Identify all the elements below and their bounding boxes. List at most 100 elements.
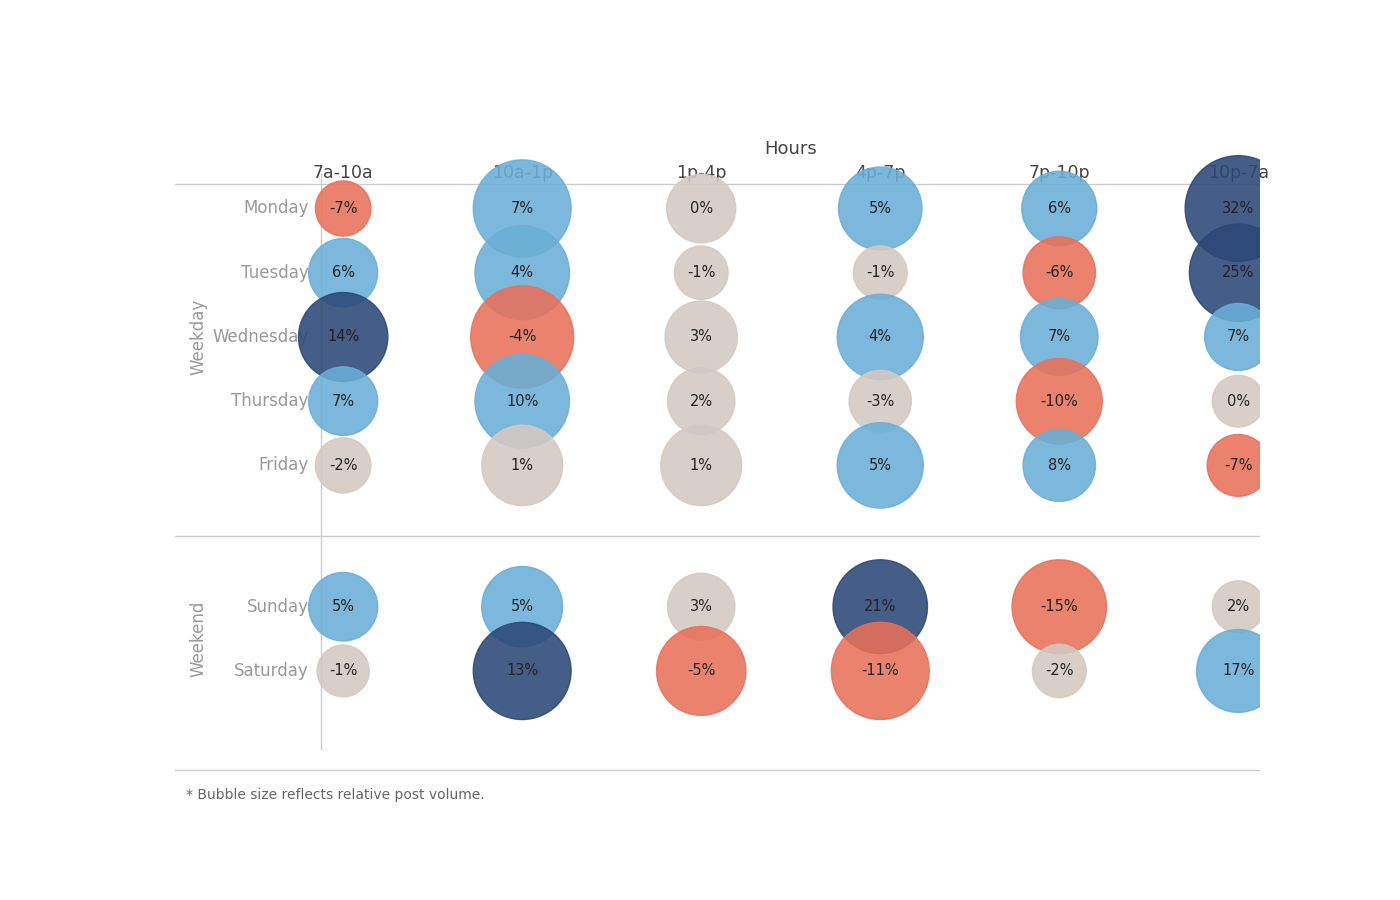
- Ellipse shape: [665, 301, 738, 373]
- Text: 14%: 14%: [328, 329, 360, 345]
- Ellipse shape: [315, 181, 371, 236]
- Text: -11%: -11%: [861, 663, 899, 679]
- Ellipse shape: [1023, 429, 1095, 501]
- Ellipse shape: [1197, 629, 1280, 713]
- Text: -15%: -15%: [1040, 599, 1078, 614]
- Text: 5%: 5%: [869, 201, 892, 216]
- Text: 0%: 0%: [1226, 393, 1250, 409]
- Text: -7%: -7%: [1224, 458, 1253, 473]
- Text: Saturday: Saturday: [234, 662, 308, 680]
- Text: -7%: -7%: [329, 201, 357, 216]
- Text: 2%: 2%: [690, 393, 713, 409]
- Ellipse shape: [1207, 435, 1270, 496]
- Text: -1%: -1%: [329, 663, 357, 679]
- Text: Weekend: Weekend: [190, 600, 207, 677]
- Text: 4%: 4%: [869, 329, 892, 345]
- Text: 7%: 7%: [511, 201, 533, 216]
- Text: Tuesday: Tuesday: [241, 264, 308, 282]
- Text: 1%: 1%: [511, 458, 533, 473]
- Text: 2%: 2%: [1226, 599, 1250, 614]
- Ellipse shape: [1032, 644, 1086, 698]
- Ellipse shape: [315, 437, 371, 493]
- Text: 0%: 0%: [690, 201, 713, 216]
- Text: Weekday: Weekday: [190, 299, 207, 375]
- Ellipse shape: [475, 355, 570, 448]
- Text: 3%: 3%: [690, 599, 713, 614]
- Text: 17%: 17%: [1222, 663, 1254, 679]
- Text: 3%: 3%: [690, 329, 713, 345]
- Ellipse shape: [470, 286, 574, 388]
- Ellipse shape: [1021, 299, 1098, 375]
- Text: 25%: 25%: [1222, 266, 1254, 280]
- Ellipse shape: [661, 425, 742, 506]
- Ellipse shape: [482, 566, 563, 647]
- Text: Friday: Friday: [258, 456, 308, 474]
- Ellipse shape: [839, 167, 923, 250]
- Text: 5%: 5%: [332, 599, 354, 614]
- Text: 1p-4p: 1p-4p: [676, 164, 727, 182]
- Text: -4%: -4%: [508, 329, 536, 345]
- Ellipse shape: [1212, 580, 1264, 633]
- Text: 10p-7a: 10p-7a: [1208, 164, 1268, 182]
- Text: -2%: -2%: [329, 458, 357, 473]
- Text: -1%: -1%: [867, 266, 895, 280]
- Text: 1%: 1%: [690, 458, 713, 473]
- Ellipse shape: [1186, 156, 1291, 261]
- Text: 5%: 5%: [869, 458, 892, 473]
- Ellipse shape: [298, 292, 388, 382]
- Ellipse shape: [837, 294, 923, 380]
- Ellipse shape: [668, 368, 735, 435]
- Text: -3%: -3%: [867, 393, 895, 409]
- Ellipse shape: [308, 238, 378, 307]
- Ellipse shape: [1023, 237, 1095, 309]
- Ellipse shape: [475, 226, 570, 320]
- Text: -10%: -10%: [1040, 393, 1078, 409]
- Ellipse shape: [1190, 224, 1287, 321]
- Text: 7a-10a: 7a-10a: [312, 164, 374, 182]
- Text: 6%: 6%: [332, 266, 354, 280]
- Text: 4p-7p: 4p-7p: [855, 164, 906, 182]
- Text: Hours: Hours: [764, 140, 818, 158]
- Ellipse shape: [854, 246, 907, 300]
- Text: 21%: 21%: [864, 599, 896, 614]
- Text: -6%: -6%: [1044, 266, 1074, 280]
- Text: 7%: 7%: [1226, 329, 1250, 345]
- Text: Sunday: Sunday: [246, 598, 308, 616]
- Ellipse shape: [1022, 171, 1096, 246]
- Ellipse shape: [832, 622, 930, 719]
- Ellipse shape: [1204, 303, 1273, 371]
- Text: 8%: 8%: [1047, 458, 1071, 473]
- Ellipse shape: [318, 645, 370, 697]
- Text: -1%: -1%: [687, 266, 715, 280]
- Text: 7%: 7%: [1047, 329, 1071, 345]
- Text: Thursday: Thursday: [231, 392, 308, 410]
- Text: -2%: -2%: [1044, 663, 1074, 679]
- Ellipse shape: [657, 626, 746, 716]
- Text: 13%: 13%: [507, 663, 538, 679]
- Ellipse shape: [675, 246, 728, 300]
- Ellipse shape: [308, 367, 378, 436]
- Ellipse shape: [473, 160, 571, 257]
- Text: 4%: 4%: [511, 266, 533, 280]
- Ellipse shape: [833, 560, 927, 653]
- Text: 6%: 6%: [1047, 201, 1071, 216]
- Ellipse shape: [473, 622, 571, 719]
- Text: Monday: Monday: [244, 200, 308, 218]
- Text: -5%: -5%: [687, 663, 715, 679]
- Text: 10a-1p: 10a-1p: [491, 164, 553, 182]
- Text: 5%: 5%: [511, 599, 533, 614]
- Ellipse shape: [482, 425, 563, 506]
- Text: 7%: 7%: [332, 393, 354, 409]
- Ellipse shape: [1012, 560, 1106, 653]
- Text: 10%: 10%: [505, 393, 539, 409]
- Ellipse shape: [308, 572, 378, 641]
- Text: * Bubble size reflects relative post volume.: * Bubble size reflects relative post vol…: [186, 788, 484, 802]
- Ellipse shape: [850, 370, 911, 432]
- Ellipse shape: [668, 573, 735, 640]
- Ellipse shape: [1016, 358, 1102, 444]
- Ellipse shape: [1212, 375, 1264, 428]
- Ellipse shape: [837, 423, 923, 508]
- Text: 7p-10p: 7p-10p: [1029, 164, 1091, 182]
- Text: Wednesday: Wednesday: [213, 328, 308, 346]
- Text: 32%: 32%: [1222, 201, 1254, 216]
